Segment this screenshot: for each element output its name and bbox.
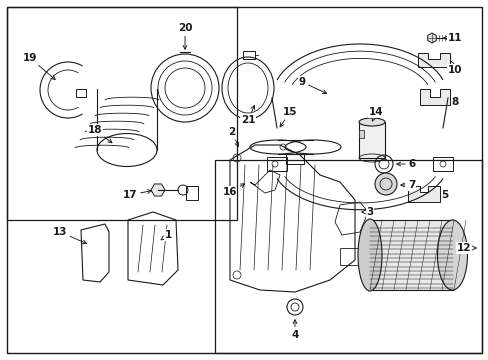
Text: 17: 17 [122, 190, 151, 200]
Bar [432, 157, 452, 171]
Text: 16: 16 [223, 184, 244, 197]
Polygon shape [369, 220, 451, 290]
Text: 1: 1 [161, 230, 171, 240]
Bar [358, 130, 363, 138]
Text: 5: 5 [440, 190, 447, 200]
Bar [185, 186, 198, 200]
Polygon shape [407, 186, 439, 202]
Polygon shape [427, 33, 435, 43]
Bar [243, 51, 254, 59]
Text: 21: 21 [240, 105, 255, 125]
Ellipse shape [437, 220, 467, 290]
Ellipse shape [357, 219, 381, 291]
Text: 8: 8 [449, 97, 458, 107]
Text: 12: 12 [456, 243, 475, 253]
Text: 13: 13 [53, 227, 86, 244]
Bar [76, 89, 86, 97]
Text: 20: 20 [177, 23, 192, 49]
Text: 3: 3 [361, 207, 373, 217]
Bar [7, 7, 237, 220]
Text: 4: 4 [291, 320, 298, 340]
Circle shape [374, 173, 396, 195]
Polygon shape [419, 89, 449, 105]
Polygon shape [417, 53, 449, 67]
Bar [358, 122, 384, 158]
Text: 10: 10 [447, 61, 461, 75]
Text: 7: 7 [400, 180, 415, 190]
Text: 14: 14 [368, 107, 383, 121]
Text: 19: 19 [23, 53, 55, 80]
Text: 2: 2 [228, 127, 238, 147]
Bar [285, 154, 304, 164]
Text: 6: 6 [396, 159, 415, 169]
Text: 18: 18 [87, 125, 112, 143]
Bar [266, 157, 286, 171]
Text: 11: 11 [443, 33, 461, 43]
Bar [215, 160, 481, 353]
Ellipse shape [358, 118, 384, 126]
Text: 15: 15 [280, 107, 297, 127]
Polygon shape [151, 184, 164, 196]
Text: 9: 9 [298, 77, 326, 94]
